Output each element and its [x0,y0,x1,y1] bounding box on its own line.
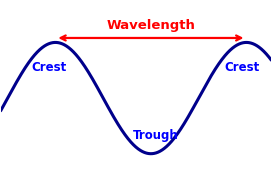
Text: Crest: Crest [224,61,259,74]
Text: Trough: Trough [133,129,179,142]
Text: Crest: Crest [31,61,66,74]
Text: Wavelength: Wavelength [106,19,195,32]
